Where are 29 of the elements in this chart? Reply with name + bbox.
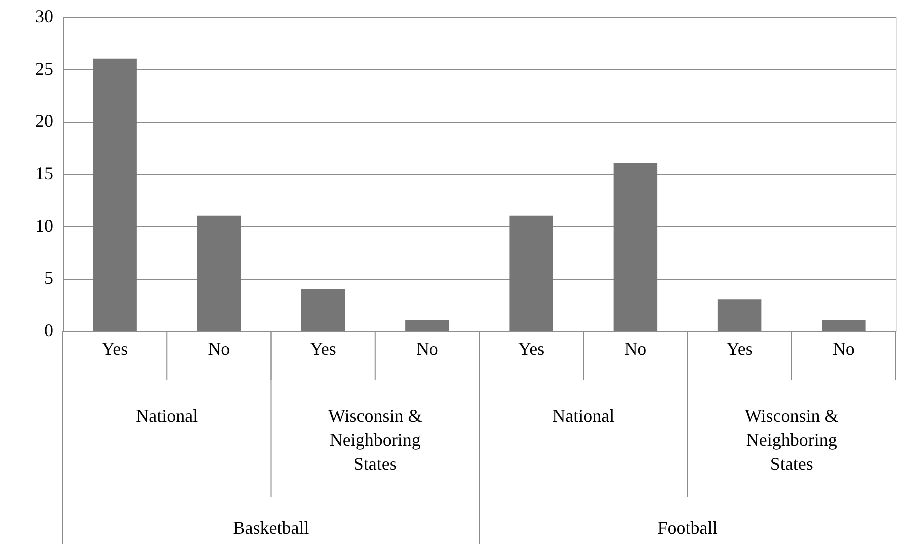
y-tick-label: 30 — [36, 6, 54, 26]
y-tick-label: 25 — [36, 58, 54, 79]
text: Wisconsin & Neighboring States — [744, 406, 839, 474]
bar — [93, 58, 137, 331]
bar — [197, 216, 242, 331]
x-tick-label: Yes — [726, 339, 753, 359]
bar — [301, 289, 346, 331]
y-tick-label: 15 — [36, 164, 54, 184]
y-tick-label: 5 — [44, 268, 54, 288]
bar — [406, 320, 450, 331]
x-tick-label: Yes — [518, 339, 545, 359]
x-tick-label: No — [416, 339, 438, 359]
bar — [822, 320, 866, 331]
bar — [718, 300, 762, 331]
y-tick-label: 20 — [36, 111, 54, 132]
text: National — [136, 406, 198, 426]
x-tick-label: No — [208, 339, 230, 359]
text: Wisconsin & Neighboring States — [328, 406, 422, 474]
y-tick-label: 10 — [36, 216, 54, 236]
x-tick-label: Yes — [310, 339, 336, 359]
x-tick-label: No — [624, 339, 647, 359]
x-tick-label: Yes — [102, 339, 128, 359]
bar — [510, 216, 554, 331]
x-tick-label: No — [832, 339, 855, 359]
text: National — [552, 406, 615, 426]
text: Basketball — [233, 518, 310, 538]
y-tick-label: 0 — [44, 320, 54, 340]
bar — [614, 164, 658, 331]
text: Football — [658, 518, 718, 538]
